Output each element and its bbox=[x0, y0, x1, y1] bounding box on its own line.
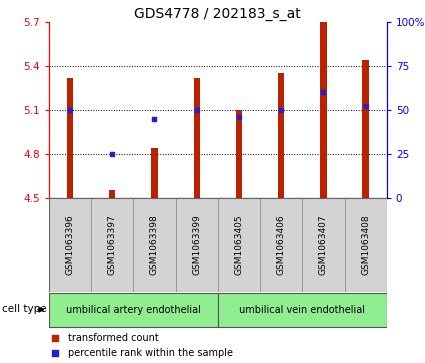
Text: umbilical vein endothelial: umbilical vein endothelial bbox=[239, 305, 365, 315]
Bar bbox=[218, 198, 260, 292]
Text: cell type: cell type bbox=[3, 303, 47, 314]
Point bbox=[320, 89, 327, 95]
Text: GSM1063406: GSM1063406 bbox=[277, 215, 286, 276]
Text: GSM1063397: GSM1063397 bbox=[108, 215, 117, 276]
Bar bbox=[193, 78, 200, 198]
Point bbox=[67, 107, 74, 113]
Point bbox=[235, 114, 242, 120]
Bar bbox=[133, 198, 176, 292]
Point bbox=[278, 107, 285, 113]
Bar bbox=[49, 293, 218, 327]
Text: percentile rank within the sample: percentile rank within the sample bbox=[68, 348, 233, 358]
Text: GSM1063407: GSM1063407 bbox=[319, 215, 328, 276]
Point bbox=[109, 151, 116, 157]
Bar bbox=[109, 191, 116, 198]
Point bbox=[193, 107, 200, 113]
Bar bbox=[218, 293, 387, 327]
Bar bbox=[91, 198, 133, 292]
Text: GSM1063405: GSM1063405 bbox=[235, 215, 244, 276]
Point bbox=[52, 335, 59, 341]
Bar bbox=[363, 60, 369, 198]
Bar bbox=[176, 198, 218, 292]
Bar bbox=[278, 73, 284, 198]
Title: GDS4778 / 202183_s_at: GDS4778 / 202183_s_at bbox=[134, 7, 301, 21]
Text: umbilical artery endothelial: umbilical artery endothelial bbox=[66, 305, 201, 315]
Text: GSM1063399: GSM1063399 bbox=[192, 215, 201, 276]
Bar bbox=[320, 22, 326, 198]
Text: GSM1063408: GSM1063408 bbox=[361, 215, 370, 276]
Bar bbox=[302, 198, 345, 292]
Text: GSM1063398: GSM1063398 bbox=[150, 215, 159, 276]
Bar bbox=[151, 148, 158, 198]
Point bbox=[362, 103, 369, 109]
Text: GSM1063396: GSM1063396 bbox=[65, 215, 74, 276]
Point bbox=[151, 116, 158, 122]
Bar bbox=[260, 198, 302, 292]
Bar bbox=[236, 110, 242, 198]
Bar bbox=[67, 78, 73, 198]
Bar bbox=[345, 198, 387, 292]
Point bbox=[52, 350, 59, 356]
Bar bbox=[49, 198, 91, 292]
Text: transformed count: transformed count bbox=[68, 333, 159, 343]
